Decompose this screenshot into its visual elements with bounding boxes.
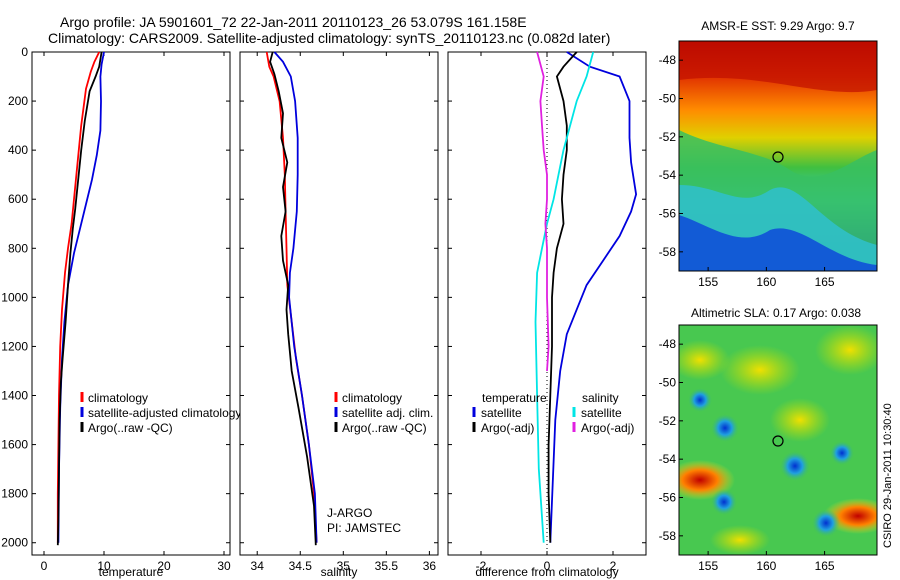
- salinity-xlabel: salinity: [321, 565, 358, 579]
- map-y-tick-label: -52: [659, 130, 677, 144]
- sst-map-title: AMSR-E SST: 9.29 Argo: 9.7: [701, 19, 855, 33]
- y-tick-label: 1000: [1, 290, 28, 304]
- y-tick-label: 0: [21, 45, 28, 59]
- y-tick-label: 200: [8, 94, 28, 108]
- annotation-pi: PI: JAMSTEC: [327, 521, 401, 535]
- map-y-tick-label: -56: [659, 491, 677, 505]
- sst-map: AMSR-E SST: 9.29 Argo: 9.7 155 160 165 -48 -…: [659, 19, 878, 289]
- salinity-series-argo-raw-qc-: [269, 51, 317, 546]
- map-x-tick-label: 160: [756, 559, 776, 573]
- map-y-tick-label: -54: [659, 452, 677, 466]
- salinity-plot-area: [239, 51, 439, 556]
- difference-xlabel: difference from climatology: [475, 565, 618, 579]
- map-y-tick-label: -58: [659, 245, 677, 259]
- temperature-plot-area: [31, 51, 231, 556]
- legend-label: satellite-adjusted climatology: [88, 406, 241, 420]
- y-tick-label: 2000: [1, 536, 28, 550]
- legend-label: climatology: [342, 391, 402, 405]
- sst-argo-marker: [772, 151, 784, 163]
- y-tick-label: 1600: [1, 438, 28, 452]
- map-y-tick-label: -54: [659, 168, 677, 182]
- x-tick-label: 0: [544, 559, 551, 573]
- y-tick-label: 400: [8, 143, 28, 157]
- legend-label: Argo(..raw -QC): [88, 421, 173, 435]
- map-x-tick-label: 165: [815, 275, 835, 289]
- map-x-tick-label: 155: [698, 559, 718, 573]
- salinity-panel: 34 34.5 35 35.5 36 salinity climatologysatelli…: [239, 51, 439, 579]
- salinity-series-satellite-adj-clim-: [273, 51, 318, 543]
- timestamp-stamp: CSIRO 29-Jan-2011 10:30:40: [882, 403, 894, 548]
- sla-argo-marker: [772, 435, 784, 447]
- sla-map-title: Altimetric SLA: 0.17 Argo: 0.038: [691, 306, 861, 320]
- map-y-tick-label: -58: [659, 529, 677, 543]
- x-tick-label: 34: [251, 559, 265, 573]
- temperature-xlabel: temperature: [99, 565, 164, 579]
- annotation-program: J-ARGO: [327, 506, 372, 520]
- x-tick-label: -2: [476, 559, 487, 573]
- legend-label: Argo(..raw -QC): [342, 421, 427, 435]
- y-tick-label: 600: [8, 192, 28, 206]
- plot-title-line-1: Argo profile: JA 5901601_72 22-Jan-2011 …: [60, 14, 527, 30]
- legend-label: satellite: [581, 406, 622, 420]
- map-y-tick-label: -48: [659, 337, 677, 351]
- legend-header-salinity: salinity: [582, 391, 619, 405]
- difference-series-satellite-salinity: [534, 51, 595, 543]
- y-tick-label: 1400: [1, 389, 28, 403]
- map-y-tick-label: -56: [659, 207, 677, 221]
- x-tick-label: 10: [97, 559, 111, 573]
- y-tick-label: 800: [8, 241, 28, 255]
- map-x-tick-label: 160: [756, 275, 776, 289]
- sla-map: Altimetric SLA: 0.17 Argo: 0.038 155 160 1…: [659, 306, 878, 573]
- x-tick-label: 35: [337, 559, 351, 573]
- x-tick-label: 2: [610, 559, 617, 573]
- difference-series-argo-adj--salinity: [536, 51, 550, 372]
- legend-label: climatology: [88, 391, 148, 405]
- map-x-tick-label: 155: [698, 275, 718, 289]
- plot-title-line-2: Climatology: CARS2009. Satellite-adjuste…: [48, 30, 611, 46]
- y-tick-label: 1800: [1, 487, 28, 501]
- temperature-panel: 0 10 20 30 0 200 400 600 800 1000 1200 1400 1600 1800…: [1, 45, 241, 579]
- map-x-tick-label: 165: [815, 559, 835, 573]
- x-tick-label: 0: [41, 559, 48, 573]
- legend-header-temperature: temperature: [482, 391, 547, 405]
- x-tick-label: 36: [423, 559, 437, 573]
- x-tick-label: 30: [217, 559, 231, 573]
- legend-label: Argo(-adj): [581, 421, 634, 435]
- legend-label: satellite: [481, 406, 522, 420]
- difference-series-argo-adj--temperature: [547, 51, 578, 543]
- legend-label: satellite adj. clim.: [342, 406, 433, 420]
- x-tick-label: 34.5: [289, 559, 313, 573]
- legend-label: Argo(-adj): [481, 421, 534, 435]
- x-tick-label: 20: [157, 559, 171, 573]
- map-y-tick-label: -50: [659, 92, 677, 106]
- temperature-series-argo-raw-qc-: [56, 51, 103, 546]
- map-y-tick-label: -50: [659, 376, 677, 390]
- y-tick-label: 1200: [1, 339, 28, 353]
- x-tick-label: 35.5: [375, 559, 399, 573]
- map-y-tick-label: -52: [659, 414, 677, 428]
- map-y-tick-label: -48: [659, 53, 677, 67]
- difference-series-satellite-temperature: [549, 51, 638, 543]
